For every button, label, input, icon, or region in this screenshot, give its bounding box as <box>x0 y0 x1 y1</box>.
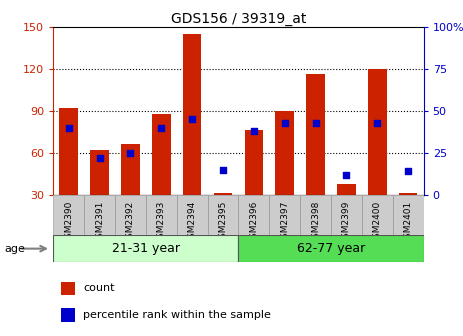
Bar <box>115 195 146 235</box>
Bar <box>362 195 393 235</box>
Point <box>405 169 412 174</box>
Point <box>157 125 165 130</box>
Bar <box>238 195 269 235</box>
Text: GSM2398: GSM2398 <box>311 201 320 244</box>
Point <box>343 172 350 177</box>
Text: GSM2393: GSM2393 <box>157 201 166 244</box>
Text: GSM2397: GSM2397 <box>280 201 289 244</box>
Bar <box>207 195 238 235</box>
Bar <box>59 108 78 195</box>
Bar <box>152 114 170 195</box>
Bar <box>307 75 325 195</box>
Bar <box>84 195 115 235</box>
Point <box>281 120 288 125</box>
Bar <box>244 130 263 195</box>
Text: GSM2400: GSM2400 <box>373 201 382 244</box>
Bar <box>53 195 84 235</box>
Text: GSM2401: GSM2401 <box>404 201 413 244</box>
Bar <box>214 194 232 195</box>
Bar <box>331 195 362 235</box>
Bar <box>61 282 75 295</box>
Bar <box>121 144 140 195</box>
Point <box>188 117 196 122</box>
Bar <box>146 195 177 235</box>
Bar <box>183 34 201 195</box>
Text: GSM2390: GSM2390 <box>64 201 73 244</box>
Bar <box>269 195 300 235</box>
Bar <box>331 195 362 235</box>
Text: age: age <box>5 244 25 254</box>
Point <box>312 120 319 125</box>
Bar <box>207 195 238 235</box>
Bar <box>269 195 300 235</box>
Point <box>96 155 103 161</box>
Bar <box>90 150 109 195</box>
Bar <box>337 184 356 195</box>
Bar <box>177 195 207 235</box>
Text: GSM2399: GSM2399 <box>342 201 351 244</box>
Text: GSM2396: GSM2396 <box>250 201 258 244</box>
Bar <box>393 195 424 235</box>
Bar <box>275 111 294 195</box>
Bar <box>177 195 207 235</box>
Text: GSM2394: GSM2394 <box>188 201 197 244</box>
Bar <box>362 195 393 235</box>
Text: GSM2391: GSM2391 <box>95 201 104 244</box>
Bar <box>368 69 387 195</box>
Text: GSM2395: GSM2395 <box>219 201 227 244</box>
Point <box>250 128 257 134</box>
Text: 21-31 year: 21-31 year <box>112 242 180 255</box>
Bar <box>61 308 75 322</box>
Bar <box>115 195 146 235</box>
Bar <box>146 195 177 235</box>
Point <box>374 120 381 125</box>
Bar <box>300 195 331 235</box>
Text: 62-77 year: 62-77 year <box>297 242 365 255</box>
Bar <box>238 195 269 235</box>
Text: GSM2392: GSM2392 <box>126 201 135 244</box>
Text: count: count <box>83 284 114 293</box>
Text: percentile rank within the sample: percentile rank within the sample <box>83 310 271 320</box>
Bar <box>53 195 84 235</box>
Bar <box>53 235 238 262</box>
Bar <box>84 195 115 235</box>
Point <box>219 167 227 172</box>
Point <box>65 125 72 130</box>
Bar <box>393 195 424 235</box>
Point <box>127 150 134 156</box>
Bar <box>238 235 424 262</box>
Title: GDS156 / 39319_at: GDS156 / 39319_at <box>171 12 306 26</box>
Bar <box>300 195 331 235</box>
Bar <box>399 194 418 195</box>
